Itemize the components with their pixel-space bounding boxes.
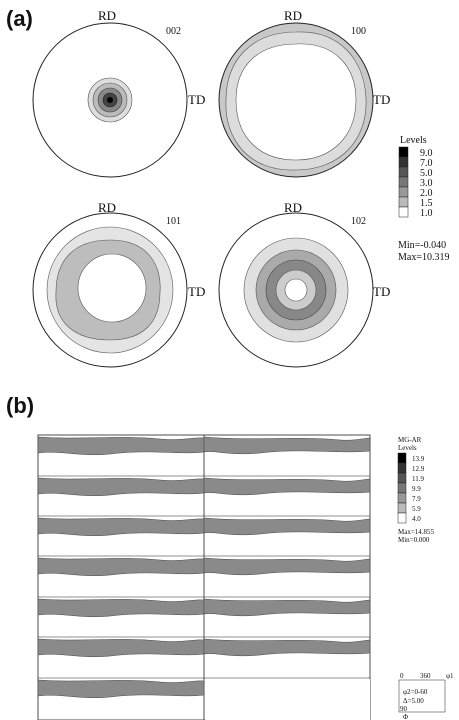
panel-a-label: (a) (6, 6, 33, 31)
pf2-index-label: 100 (351, 26, 366, 37)
legend-a-level: 9.0 (420, 148, 433, 159)
legend-b-level: 13.9 (412, 455, 425, 463)
pf3-index-label: 101 (166, 216, 181, 227)
legend-a-min: Min=-0.040 (398, 240, 446, 251)
legend-b-level: 9.9 (412, 485, 421, 493)
legend-a-level: 5.0 (420, 168, 433, 179)
odf-key-zero: 0 (400, 672, 404, 680)
legend-b-level: 5.9 (412, 505, 421, 513)
legend-b: MG-AR Levels 13.9 12.9 11.9 9.9 7.9 5.9 … (397, 436, 435, 544)
legend-b-title-line1: MG-AR (398, 436, 422, 444)
pf2-td-label: TD (373, 92, 390, 107)
legend-a-level: 7.0 (420, 158, 433, 169)
legend-a-level: 3.0 (420, 178, 433, 189)
odf-axis-key: 0 360 φ1 φ2=0-60 Δ=5.00 90 Φ (398, 672, 454, 720)
pf1-index-label: 002 (166, 26, 181, 37)
legend-a-max: Max=10.319 (398, 252, 449, 263)
odf-key-phi2: φ2=0-60 (403, 688, 428, 696)
odf-key-big-phi: Φ (403, 713, 408, 720)
pole-figure-101: RD TD 101 (32, 200, 205, 368)
legend-b-level: 11.9 (412, 475, 424, 483)
odf-sections (37, 434, 371, 720)
legend-a: Levels 9.0 7.0 5.0 3.0 2.0 1.5 1.0 Min=-… (398, 135, 449, 263)
pole-figure-102: RD TD 102 (218, 200, 390, 368)
pf4-td-label: TD (373, 284, 390, 299)
odf-key-max: 360 (420, 672, 431, 680)
legend-b-level: 7.9 (412, 495, 421, 503)
legend-b-level: 12.9 (412, 465, 425, 473)
legend-b-level: 4.0 (412, 515, 421, 523)
legend-b-title-line2: Levels (398, 444, 417, 452)
pf4-index-label: 102 (351, 216, 366, 227)
pf1-rd-label: RD (98, 8, 116, 23)
legend-a-title: Levels (400, 135, 427, 146)
pf2-rd-label: RD (284, 8, 302, 23)
pf1-td-label: TD (188, 92, 205, 107)
pole-figure-100: RD TD 100 (218, 8, 390, 178)
pole-figure-002: RD TD 002 (32, 8, 205, 178)
legend-b-min: Min=0.000 (398, 536, 430, 544)
pf3-td-label: TD (188, 284, 205, 299)
odf-key-ninety: 90 (400, 705, 408, 713)
odf-key-phi1: φ1 (446, 672, 454, 680)
legend-a-level: 1.0 (420, 208, 433, 219)
pf4-rd-label: RD (284, 200, 302, 215)
pf3-rd-label: RD (98, 200, 116, 215)
legend-b-max: Max=14.855 (398, 528, 435, 536)
odf-key-step: Δ=5.00 (403, 697, 424, 705)
legend-a-level: 2.0 (420, 188, 433, 199)
panel-b-label: (b) (6, 393, 35, 418)
legend-a-level: 1.5 (420, 198, 433, 209)
